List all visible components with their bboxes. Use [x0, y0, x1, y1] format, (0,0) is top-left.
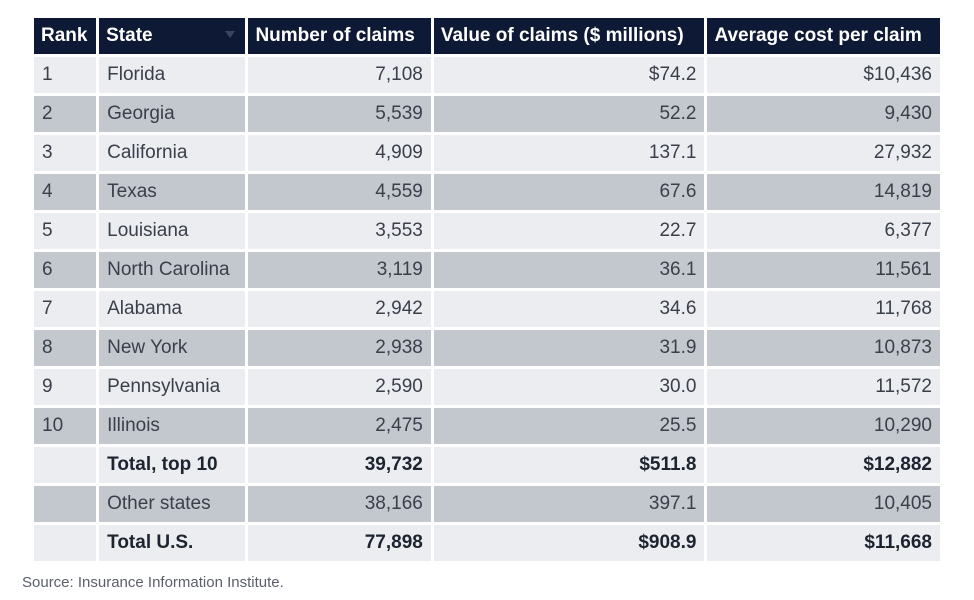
table-row: 5 Louisiana 3,553 22.7 6,377	[34, 213, 940, 249]
table-row: 10 Illinois 2,475 25.5 10,290	[34, 408, 940, 444]
avg-cost-cell: 6,377	[707, 213, 940, 249]
summary-row: Total, top 10 39,732 $511.8 $12,882	[34, 447, 940, 483]
claims-value-cell: 397.1	[433, 486, 705, 522]
state-cell: California	[99, 135, 246, 171]
table-row: 1 Florida 7,108 $74.2 $10,436	[34, 57, 940, 93]
claims-value-cell: 67.6	[433, 174, 705, 210]
header-row: Rank State Number of claims Value of cla…	[34, 18, 940, 54]
claims-count-cell: 4,559	[248, 174, 431, 210]
claims-count-cell: 2,475	[248, 408, 431, 444]
claims-value-cell: 52.2	[433, 96, 705, 132]
avg-cost-cell: 27,932	[707, 135, 940, 171]
table-body: 1 Florida 7,108 $74.2 $10,436 2 Georgia 5,539 52…	[34, 57, 940, 561]
header-average-cost[interactable]: Average cost per claim	[707, 18, 940, 54]
claims-count-cell: 38,166	[248, 486, 431, 522]
state-cell: Pennsylvania	[99, 369, 246, 405]
state-cell: Total, top 10	[99, 447, 246, 483]
rank-cell: 4	[34, 174, 97, 210]
summary-row: Total U.S. 77,898 $908.9 $11,668	[34, 525, 940, 561]
state-cell: New York	[99, 330, 246, 366]
rank-cell: 6	[34, 252, 97, 288]
table-row: 4 Texas 4,559 67.6 14,819	[34, 174, 940, 210]
state-cell: Alabama	[99, 291, 246, 327]
table-row: 2 Georgia 5,539 52.2 9,430	[34, 96, 940, 132]
claims-value-cell: 30.0	[433, 369, 705, 405]
avg-cost-cell: 14,819	[707, 174, 940, 210]
source-note: Source: Insurance Information Institute.	[22, 574, 284, 591]
table-row: 9 Pennsylvania 2,590 30.0 11,572	[34, 369, 940, 405]
state-cell: Texas	[99, 174, 246, 210]
avg-cost-cell: 9,430	[707, 96, 940, 132]
state-cell: Florida	[99, 57, 246, 93]
table-row: 8 New York 2,938 31.9 10,873	[34, 330, 940, 366]
claims-count-cell: 77,898	[248, 525, 431, 561]
claims-count-cell: 3,119	[248, 252, 431, 288]
state-cell: Louisiana	[99, 213, 246, 249]
rank-cell: 8	[34, 330, 97, 366]
claims-count-cell: 3,553	[248, 213, 431, 249]
claims-value-cell: 137.1	[433, 135, 705, 171]
table-row: 7 Alabama 2,942 34.6 11,768	[34, 291, 940, 327]
claims-value-cell: 25.5	[433, 408, 705, 444]
avg-cost-cell: $11,668	[707, 525, 940, 561]
claims-count-cell: 7,108	[248, 57, 431, 93]
avg-cost-cell: 10,405	[707, 486, 940, 522]
state-cell: Illinois	[99, 408, 246, 444]
rank-cell: 5	[34, 213, 97, 249]
header-value-of-claims[interactable]: Value of claims ($ millions)	[433, 18, 705, 54]
claims-value-cell: 34.6	[433, 291, 705, 327]
state-cell: North Carolina	[99, 252, 246, 288]
claims-table: Rank State Number of claims Value of cla…	[31, 15, 943, 564]
claims-value-cell: $908.9	[433, 525, 705, 561]
rank-cell	[34, 447, 97, 483]
claims-count-cell: 39,732	[248, 447, 431, 483]
claims-table-container: Rank State Number of claims Value of cla…	[34, 18, 940, 561]
header-state-label: State	[106, 25, 153, 46]
claims-count-cell: 2,942	[248, 291, 431, 327]
header-number-of-claims[interactable]: Number of claims	[248, 18, 431, 54]
avg-cost-cell: 11,561	[707, 252, 940, 288]
avg-cost-cell: $10,436	[707, 57, 940, 93]
claims-count-cell: 2,938	[248, 330, 431, 366]
rank-cell: 3	[34, 135, 97, 171]
rank-cell: 1	[34, 57, 97, 93]
header-state[interactable]: State	[99, 18, 246, 54]
table-row: 3 California 4,909 137.1 27,932	[34, 135, 940, 171]
avg-cost-cell: 11,572	[707, 369, 940, 405]
rank-cell	[34, 525, 97, 561]
claims-value-cell: $511.8	[433, 447, 705, 483]
avg-cost-cell: $12,882	[707, 447, 940, 483]
header-rank[interactable]: Rank	[34, 18, 97, 54]
rank-cell: 10	[34, 408, 97, 444]
avg-cost-cell: 10,873	[707, 330, 940, 366]
rank-cell	[34, 486, 97, 522]
rank-cell: 7	[34, 291, 97, 327]
rank-cell: 9	[34, 369, 97, 405]
state-cell: Georgia	[99, 96, 246, 132]
state-cell: Other states	[99, 486, 246, 522]
avg-cost-cell: 10,290	[707, 408, 940, 444]
claims-value-cell: 31.9	[433, 330, 705, 366]
rank-cell: 2	[34, 96, 97, 132]
sort-down-icon	[225, 31, 236, 38]
claims-count-cell: 2,590	[248, 369, 431, 405]
claims-count-cell: 4,909	[248, 135, 431, 171]
table-row: 6 North Carolina 3,119 36.1 11,561	[34, 252, 940, 288]
claims-count-cell: 5,539	[248, 96, 431, 132]
claims-value-cell: $74.2	[433, 57, 705, 93]
avg-cost-cell: 11,768	[707, 291, 940, 327]
state-cell: Total U.S.	[99, 525, 246, 561]
claims-value-cell: 22.7	[433, 213, 705, 249]
summary-row: Other states 38,166 397.1 10,405	[34, 486, 940, 522]
claims-value-cell: 36.1	[433, 252, 705, 288]
